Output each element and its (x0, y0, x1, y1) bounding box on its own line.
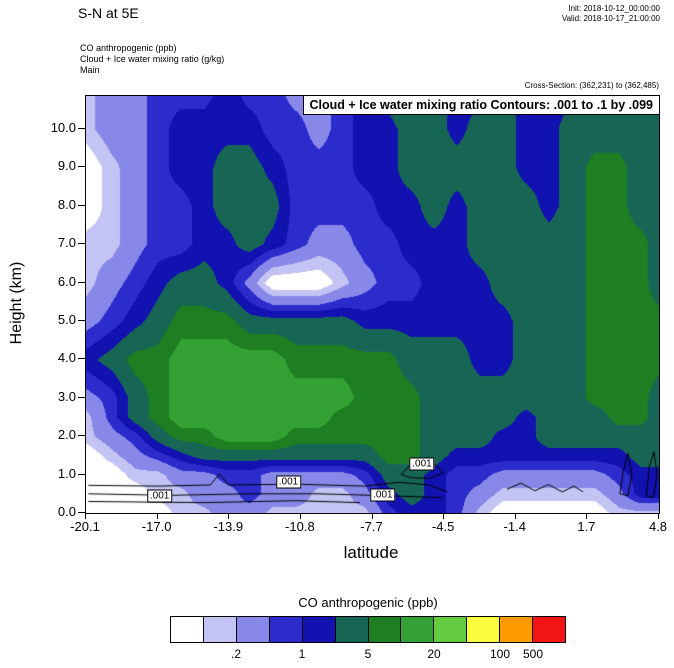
y-tick-label: 4.0 (57, 350, 76, 366)
colorbar-tick-label: 5 (364, 647, 372, 661)
x-tick-mark (85, 513, 86, 519)
y-tick-label: 7.0 (57, 235, 76, 251)
y-tick-label: 3.0 (57, 388, 76, 404)
colorbar-cell (367, 616, 402, 643)
colorbar-cell (170, 616, 204, 643)
x-tick-mark (443, 513, 445, 519)
x-tick-mark (299, 513, 301, 519)
colorbar-cell (433, 616, 468, 643)
valid-time-label: Valid: 2018-10-17_21:00:00 (561, 14, 660, 23)
field-co-label: CO anthropogenic (ppb) (80, 43, 177, 53)
colorbar-cell (499, 616, 534, 643)
plot-area: Cloud + Ice water mixing ratio Contours:… (85, 95, 660, 514)
contour-info-box: Cloud + Ice water mixing ratio Contours:… (302, 95, 660, 115)
x-tick-mark (586, 513, 588, 519)
colorbar-tick-label: 1 (298, 647, 306, 661)
y-tick-label: 5.0 (57, 312, 76, 327)
y-tick-label: 8.0 (57, 196, 76, 212)
y-tick-mark (78, 473, 85, 475)
colorbar-tick-label: 20 (427, 647, 441, 661)
x-tick-label: -7.7 (360, 519, 383, 534)
x-tick-mark (658, 513, 659, 519)
colorbar-tick-label: 100 (489, 647, 511, 661)
colorbar-title: CO anthropogenic (ppb) (298, 595, 438, 610)
y-tick-label: 0.0 (57, 504, 76, 519)
y-tick-mark (78, 128, 85, 130)
field-canvas (86, 96, 659, 513)
x-tick-mark (371, 513, 373, 519)
x-tick-label: -10.8 (285, 519, 315, 534)
x-tick-label: -17.0 (141, 519, 172, 534)
x-tick-label: -1.4 (503, 519, 526, 534)
colorbar-cell (532, 616, 567, 643)
y-axis-title: Height (km) (8, 261, 25, 345)
x-axis-title: latitude (343, 543, 399, 562)
colorbar-tick-label: 500 (522, 647, 544, 661)
x-tick-label: -20.1 (70, 519, 100, 534)
colorbar-cell (466, 616, 501, 643)
colorbar-cell (400, 616, 435, 643)
x-tick-mark (156, 513, 158, 519)
x-tick-label: 4.8 (648, 519, 668, 534)
x-tick-mark (228, 513, 230, 519)
y-tick-mark (78, 320, 85, 321)
colorbar-tick-label: .2 (230, 647, 242, 661)
field-cloud-ice-label: Cloud + Ice water mixing ratio (g/kg) (80, 54, 225, 64)
y-tick-mark (78, 358, 85, 360)
y-tick-mark (78, 204, 85, 206)
y-tick-label: 1.0 (57, 465, 76, 481)
cross-section-coords-label: Cross-Section: (362,231) to (362,485) (524, 81, 659, 90)
y-tick-mark (78, 512, 85, 513)
x-tick-label: -13.9 (213, 519, 244, 534)
colorbar-cell (235, 616, 270, 643)
contour-label: .001 (146, 489, 173, 503)
colorbar-cell (268, 616, 303, 643)
contour-label: .001 (275, 475, 302, 489)
colorbar-cell (202, 616, 237, 643)
y-tick-mark (78, 166, 85, 168)
y-tick-mark (78, 281, 85, 283)
field-main-label: Main (80, 65, 100, 75)
x-tick-mark (514, 513, 516, 519)
colorbar-cell (334, 616, 369, 643)
contour-label: .001 (409, 457, 435, 471)
contour-label: .001 (370, 488, 396, 502)
y-tick-label: 10.0 (50, 120, 76, 136)
y-tick-label: 2.0 (57, 427, 76, 443)
init-time-label: Init: 2018-10-12_00:00:00 (568, 4, 660, 13)
colorbar-cell (301, 616, 336, 643)
y-tick-label: 6.0 (57, 273, 76, 289)
y-tick-mark (78, 435, 85, 437)
y-tick-mark (78, 396, 85, 398)
x-tick-label: 1.7 (577, 519, 596, 534)
init-valid-block: Init: 2018-10-12_00:00:00 Valid: 2018-10… (562, 4, 660, 24)
y-tick-mark (78, 243, 85, 245)
x-tick-label: -4.5 (431, 519, 455, 534)
colorbar (170, 616, 567, 643)
page-title: S-N at 5E (78, 5, 139, 21)
field-list: CO anthropogenic (ppb) Cloud + Ice water… (80, 43, 224, 76)
y-tick-label: 9.0 (57, 158, 76, 174)
